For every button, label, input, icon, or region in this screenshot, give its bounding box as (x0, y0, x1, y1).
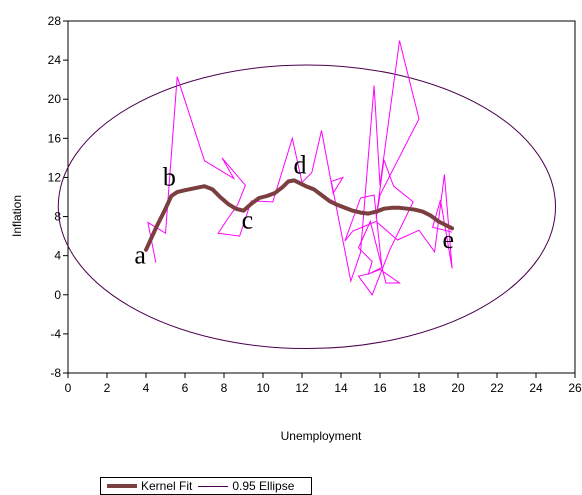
point-label-d: d (294, 151, 307, 180)
x-tick-label: 10 (256, 381, 270, 395)
x-tick-label: 8 (221, 381, 228, 395)
legend-item-ellipse: 0.95 Ellipse (198, 479, 294, 493)
scatter-path-series (147, 40, 453, 296)
y-tick-label: 24 (48, 53, 62, 67)
x-tick-label: 22 (490, 381, 504, 395)
legend-label-kernel: Kernel Fit (141, 479, 193, 493)
point-annotations: a b c d e (134, 151, 454, 270)
point-label-e: e (442, 225, 454, 254)
y-tick-label: -8 (50, 366, 61, 380)
y-tick-label: 16 (48, 131, 62, 145)
ellipse-line (57, 64, 556, 350)
x-tick-label: 16 (373, 381, 387, 395)
x-axis-ticks: 0 2 4 6 8 10 12 14 16 18 20 22 24 26 (65, 373, 582, 395)
scatter-path-line (147, 40, 453, 296)
y-tick-label: 8 (54, 210, 61, 224)
y-axis-ticks: -8 -4 0 4 8 12 16 20 24 28 (48, 14, 68, 380)
y-tick-label: 4 (54, 249, 61, 263)
point-label-b: b (163, 162, 176, 191)
kernel-fit-series (144, 178, 455, 252)
legend-swatch-ellipse (198, 485, 229, 487)
x-tick-label: 18 (412, 381, 426, 395)
y-tick-label: 12 (48, 170, 62, 184)
y-axis-title: Inflation (10, 195, 24, 237)
x-tick-label: 12 (295, 381, 309, 395)
chart-canvas: 0 2 4 6 8 10 12 14 16 18 20 22 24 26 -8-4048121620242… (10, 14, 582, 443)
point-label-c: c (242, 205, 254, 234)
x-tick-label: 20 (451, 381, 465, 395)
ellipse-series (57, 64, 556, 350)
legend-label-ellipse: 0.95 Ellipse (232, 479, 295, 493)
x-tick-label: 14 (334, 381, 348, 395)
x-tick-label: 2 (104, 381, 111, 395)
y-tick-label: -4 (50, 327, 61, 341)
legend-swatch-kernel (107, 484, 137, 488)
point-label-a: a (134, 240, 146, 269)
y-tick-label: 28 (48, 14, 62, 28)
plot-border (67, 20, 576, 374)
x-tick-label: 24 (529, 381, 543, 395)
y-tick-label: 20 (48, 92, 62, 106)
plot-frame (67, 20, 576, 374)
x-tick-label: 0 (65, 381, 72, 395)
x-tick-label: 6 (182, 381, 189, 395)
legend-item-kernel: Kernel Fit (107, 479, 192, 493)
x-tick-label: 4 (143, 381, 150, 395)
y-tick-label: 0 (54, 288, 61, 302)
x-axis-title: Unemployment (281, 429, 362, 443)
kernel-fit-line (144, 178, 455, 252)
x-tick-label: 26 (568, 381, 582, 395)
legend: Kernel Fit 0.95 Ellipse (100, 477, 312, 495)
